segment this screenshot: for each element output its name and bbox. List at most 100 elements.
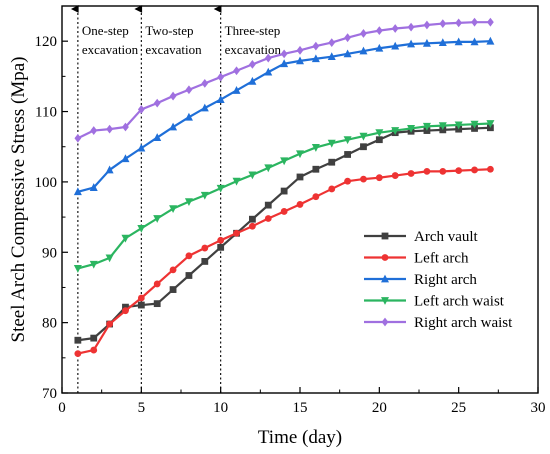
- data-point: [73, 265, 82, 273]
- data-point: [217, 243, 225, 251]
- series-4: [74, 17, 494, 143]
- data-point: [200, 191, 209, 200]
- data-point: [153, 215, 162, 223]
- data-point: [375, 136, 383, 144]
- phase-label: excavation: [225, 42, 282, 57]
- data-point: [217, 72, 225, 82]
- data-point: [344, 33, 351, 43]
- data-point: [264, 164, 273, 173]
- data-point: [169, 91, 177, 101]
- legend-entry: Arch vault: [364, 229, 479, 245]
- data-point: [327, 139, 336, 148]
- data-point: [422, 38, 431, 47]
- data-point: [360, 175, 367, 183]
- data-point: [137, 143, 146, 152]
- phase-label: One-step: [82, 23, 129, 38]
- data-point: [343, 136, 352, 145]
- data-point: [74, 336, 82, 344]
- data-point: [249, 215, 256, 223]
- data-point: [185, 85, 193, 95]
- data-point: [184, 112, 193, 121]
- phase-label: excavation: [145, 42, 202, 57]
- data-point: [153, 133, 162, 141]
- data-point: [438, 38, 447, 46]
- data-point: [232, 177, 241, 186]
- data-point: [216, 95, 225, 103]
- y-tick-label: 70: [42, 386, 57, 402]
- data-point: [311, 144, 320, 152]
- data-point: [454, 121, 463, 130]
- legend-label: Left arch: [414, 251, 469, 267]
- data-point: [169, 266, 177, 274]
- data-point: [280, 157, 289, 166]
- legend-entry: Left arch waist: [364, 294, 505, 310]
- data-point: [296, 201, 304, 208]
- series-line: [77, 21, 491, 140]
- legend-entry: Left arch: [364, 251, 469, 267]
- y-tick-label: 90: [42, 245, 57, 261]
- legend-swatch-marker: [381, 297, 389, 305]
- data-point: [73, 187, 82, 196]
- data-point: [454, 37, 463, 46]
- data-point: [169, 286, 177, 293]
- series-1: [74, 165, 494, 357]
- data-point: [296, 150, 304, 159]
- data-point: [106, 124, 113, 134]
- data-point: [122, 307, 129, 315]
- data-point: [312, 193, 320, 201]
- data-point: [121, 234, 130, 243]
- data-point: [343, 49, 352, 58]
- legend-swatch-marker: [381, 232, 389, 240]
- data-point: [487, 17, 494, 27]
- data-point: [487, 165, 494, 173]
- data-point: [423, 167, 431, 175]
- series-line: [77, 122, 491, 270]
- data-point: [296, 56, 304, 65]
- x-tick-label: 30: [531, 400, 546, 416]
- data-point: [169, 205, 178, 214]
- data-point: [249, 60, 256, 69]
- data-point: [184, 198, 193, 207]
- series-layer: [73, 17, 495, 357]
- data-point: [391, 41, 400, 50]
- data-point: [233, 229, 240, 237]
- x-tick-label: 10: [213, 400, 228, 416]
- data-point: [122, 303, 129, 311]
- data-point: [423, 20, 431, 30]
- data-point: [471, 17, 478, 27]
- data-point: [280, 59, 289, 68]
- legend-swatch-marker: [381, 254, 389, 261]
- legend-entry: Right arch waist: [364, 315, 513, 331]
- x-tick-label: 15: [293, 400, 308, 416]
- data-point: [312, 165, 320, 173]
- data-point: [312, 41, 320, 51]
- data-point: [391, 127, 400, 135]
- data-point: [280, 49, 288, 59]
- data-point: [486, 36, 495, 45]
- x-tick-label: 20: [372, 400, 387, 416]
- y-tick-label: 120: [35, 34, 58, 50]
- data-point: [422, 122, 431, 131]
- data-point: [311, 54, 320, 63]
- legend-label: Right arch: [414, 272, 477, 288]
- data-point: [137, 294, 145, 302]
- data-point: [455, 18, 463, 28]
- data-point: [375, 174, 383, 182]
- data-point: [105, 254, 114, 263]
- y-axis-label: Steel Arch Compressive Stress (Mpa): [8, 56, 29, 342]
- data-point: [407, 170, 415, 177]
- y-tick-label: 110: [35, 105, 57, 121]
- data-point: [391, 172, 399, 179]
- data-point: [153, 98, 161, 108]
- data-point: [201, 79, 209, 88]
- data-point: [74, 350, 82, 357]
- legend-label: Arch vault: [414, 229, 479, 245]
- data-point: [391, 24, 399, 33]
- data-point: [328, 185, 336, 193]
- data-point: [200, 103, 209, 112]
- data-point: [137, 301, 145, 309]
- data-point: [90, 126, 98, 135]
- legend: Arch vault Left arch Right arch Left arch w…: [364, 229, 513, 331]
- data-point: [90, 346, 98, 354]
- data-point: [280, 187, 288, 195]
